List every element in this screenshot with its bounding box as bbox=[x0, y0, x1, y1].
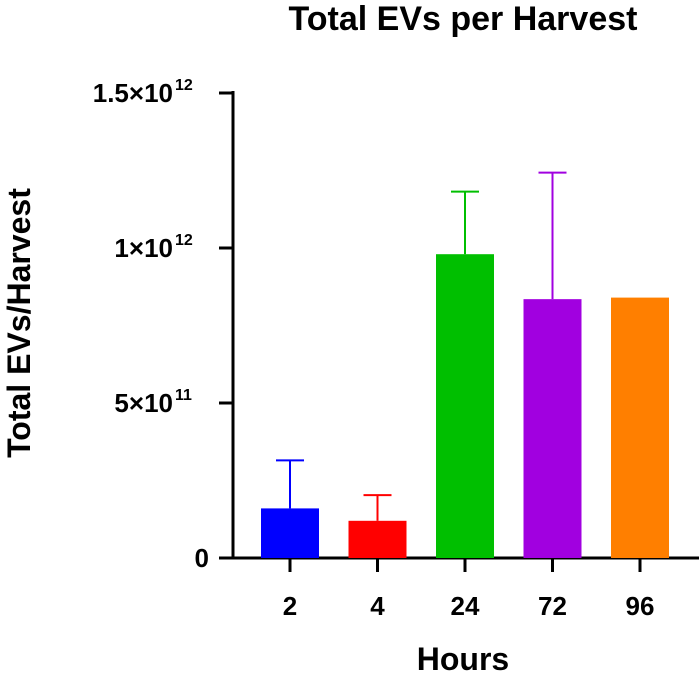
x-tick-label: 72 bbox=[538, 591, 567, 621]
x-tick-label: 4 bbox=[370, 591, 385, 621]
y-tick-exponent: 12 bbox=[175, 77, 193, 94]
y-tick-exponent: 11 bbox=[175, 387, 192, 404]
y-tick-label: 1.5×10 bbox=[93, 78, 173, 108]
error-bars bbox=[276, 171, 567, 521]
bar-72 bbox=[523, 299, 582, 558]
bar-96 bbox=[611, 297, 669, 558]
x-tick-label: 24 bbox=[451, 591, 480, 621]
bars bbox=[261, 254, 669, 558]
chart-title: Total EVs per Harvest bbox=[289, 0, 638, 38]
bar-4 bbox=[348, 520, 407, 558]
y-tick-label: 5×10 bbox=[114, 388, 173, 418]
y-tick-label: 0 bbox=[195, 543, 209, 573]
bar-24 bbox=[436, 254, 494, 558]
x-tick-label: 2 bbox=[283, 591, 297, 621]
x-tick-label: 96 bbox=[626, 591, 655, 621]
x-axis-label: Hours bbox=[417, 641, 509, 676]
x-axis: 2 4 24 72 96 bbox=[231, 556, 699, 621]
y-axis-label: Total EVs/Harvest bbox=[1, 188, 37, 458]
bar-2 bbox=[261, 508, 319, 558]
y-tick-exponent: 12 bbox=[175, 232, 193, 249]
y-tick-label: 1×10 bbox=[114, 233, 173, 263]
y-axis: 05×10 111×10 121.5×10 12 bbox=[93, 77, 235, 573]
